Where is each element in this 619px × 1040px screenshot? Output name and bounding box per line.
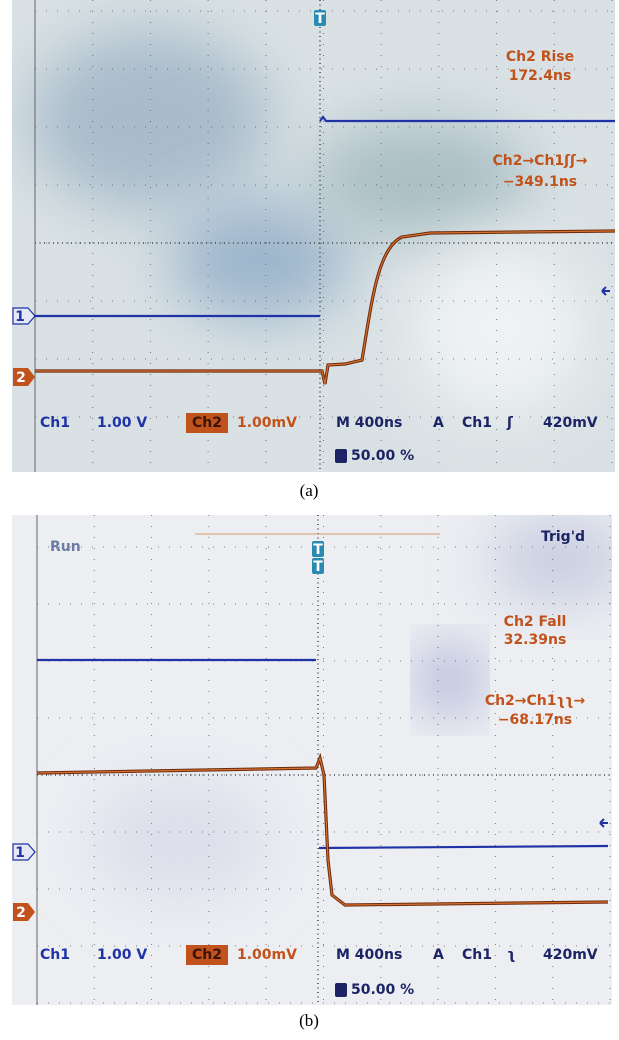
position-icon (335, 983, 347, 997)
ch1-scale: 1.00 V (97, 415, 147, 431)
ch1-label: Ch1 (40, 947, 70, 963)
ch1-waveform (319, 115, 615, 123)
ch1-marker (12, 843, 36, 861)
measurement-value: 172.4ns (509, 68, 572, 84)
trigger-mode: A (433, 415, 444, 431)
ch1-marker-label: 1 (15, 309, 25, 325)
ch1-waveform (318, 844, 609, 850)
ch2-label: Ch2 (192, 415, 222, 431)
measurement-label: Ch2 Rise (506, 49, 574, 65)
ch2-label: Ch2 (192, 947, 222, 963)
panel-caption: (a) (300, 481, 319, 500)
ch2-marker-label: 2 (16, 905, 26, 921)
ch2-waveform-glow (35, 230, 615, 385)
ch2-marker (13, 903, 35, 921)
measurement-label: Ch2 Fall (504, 614, 567, 630)
screen-b (12, 515, 612, 1005)
trigger-marker (312, 541, 324, 557)
measurement-value: −349.1ns (503, 174, 577, 190)
ch2-label-box (186, 945, 228, 965)
trigger-position: 50.00 % (351, 982, 414, 998)
trigger-marker-label: T (315, 11, 325, 27)
ch1-marker (12, 307, 36, 325)
ch2-scale: 1.00mV (237, 415, 297, 431)
trigger-level: 420mV (543, 415, 598, 431)
timebase: M 400ns (336, 947, 402, 963)
measurement-value: 32.39ns (504, 632, 567, 648)
ch1-label: Ch1 (40, 415, 70, 431)
level-arrow (599, 818, 608, 828)
trigger-marker-label: T (313, 559, 323, 575)
trigger-marker (314, 10, 326, 26)
ch2-scale: 1.00mV (237, 947, 297, 963)
ch1-marker-label: 1 (15, 845, 25, 861)
trigger-level: 420mV (543, 947, 598, 963)
position-icon (335, 449, 347, 463)
ch2-marker (13, 368, 35, 386)
ch2-waveform-glow (36, 756, 609, 906)
trigger-slope: ʃ (506, 415, 514, 431)
ch1-scale: 1.00 V (97, 947, 147, 963)
trigger-slope: ʅ (507, 947, 515, 963)
trigger-marker (312, 558, 324, 574)
measurement-label: Ch2→Ch1ʅʅ→ (485, 693, 586, 709)
oscilloscope-screen: 1 2 TT Run Trig'd Ch2 Fall 32.39ns Ch2→Ch1ʅʅ→ −6… (12, 515, 611, 1005)
trigger-marker-label: T (313, 542, 323, 558)
trigger-source: Ch1 (462, 947, 492, 963)
oscilloscope-screen: 1 2 T Ch2 Rise 172.4ns Ch2→Ch1ʃʃ→ −349.1ns Ch1 1… (12, 0, 615, 472)
level-arrow (601, 286, 610, 296)
measurement-value: −68.17ns (498, 712, 572, 728)
measurement-label: Ch2→Ch1ʃʃ→ (492, 153, 587, 169)
trigger-source: Ch1 (462, 415, 492, 431)
screen-a (12, 0, 615, 472)
run-status: Run (50, 539, 81, 555)
trigger-position: 50.00 % (351, 448, 414, 464)
timebase: M 400ns (336, 415, 402, 431)
trigger-mode: A (433, 947, 444, 963)
ch2-marker-label: 2 (16, 370, 26, 386)
panel-caption: (b) (299, 1011, 319, 1030)
trigger-state: Trig'd (541, 529, 585, 545)
ch2-label-box (186, 413, 228, 433)
